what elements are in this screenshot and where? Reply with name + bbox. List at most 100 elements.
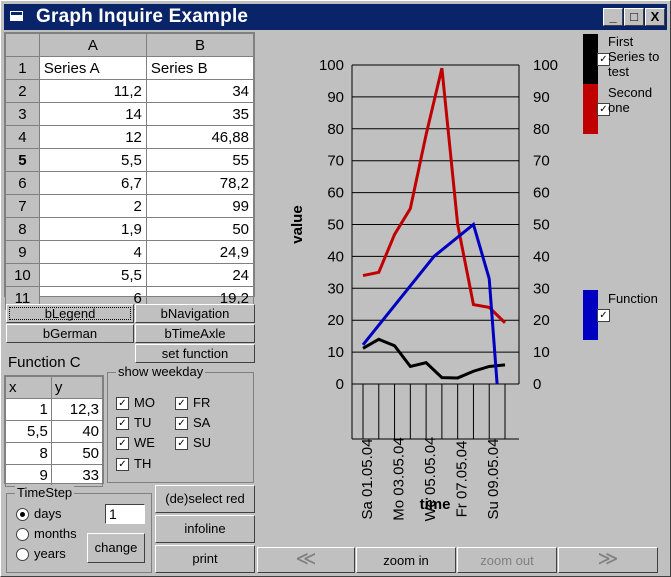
radio-days[interactable]: days [16, 506, 61, 522]
weekday-checkbox-we[interactable]: ✓ WE [116, 435, 155, 451]
radio-years[interactable]: years [16, 546, 66, 562]
blegend-button[interactable]: bLegend [6, 304, 134, 323]
row-header[interactable]: 3 [5, 102, 40, 126]
y-tick-label-right: 100 [533, 57, 558, 74]
row-header[interactable]: 7 [5, 194, 40, 218]
bnavigation-button[interactable]: bNavigation [135, 304, 255, 323]
data-grid[interactable]: A B 1 Series A Series B 2 11,2 34 3 14 35 4 12 46,8… [4, 32, 255, 310]
table-row[interactable]: 5,5 40 [5, 420, 104, 443]
table-row[interactable]: 1 12,3 [5, 398, 104, 421]
row-header[interactable]: 5 [5, 148, 40, 172]
y-tick-label-left: 40 [327, 248, 344, 265]
table-row[interactable]: 9 33 [5, 464, 104, 487]
grid-cell[interactable]: 5,5 [38, 263, 147, 287]
zoom-out-button[interactable]: zoom out [457, 547, 557, 573]
grid-cell[interactable]: 5,5 [38, 148, 147, 172]
table-row[interactable]: 8 50 [5, 442, 104, 465]
grid-cell[interactable]: 24,9 [145, 240, 255, 264]
table-row[interactable]: 7 2 99 [5, 194, 255, 218]
grid-cell[interactable]: 24 [145, 263, 255, 287]
grid-cell[interactable]: 4 [38, 240, 147, 264]
next-button[interactable]: ≫ [558, 547, 658, 573]
function-cell[interactable]: 5,5 [5, 420, 52, 443]
function-grid[interactable]: x y 1 12,3 5,5 40 8 50 9 33 [4, 375, 104, 487]
weekday-checkbox-sa[interactable]: ✓ SA [175, 415, 210, 431]
line-chart[interactable]: 0 0 10 10 20 20 30 30 40 40 50 50 60 60 70 70 80 80 90 90 10… [257, 32, 577, 542]
legend-check-series1[interactable]: ✓ [597, 51, 615, 67]
grid-cell[interactable]: 6,7 [38, 171, 147, 195]
y-tick-label-right: 50 [533, 217, 550, 234]
col-header-b[interactable]: B [145, 33, 255, 57]
row-header[interactable]: 9 [5, 240, 40, 264]
row-header[interactable]: 6 [5, 171, 40, 195]
check-icon: ✓ [116, 437, 129, 451]
function-cell[interactable]: 33 [50, 464, 104, 487]
function-cell[interactable]: 9 [5, 464, 52, 487]
maximize-button[interactable]: □ [624, 8, 644, 26]
grid-cell[interactable]: 78,2 [145, 171, 255, 195]
timestep-input[interactable]: 1 [105, 504, 145, 524]
table-row[interactable]: 2 11,2 34 [5, 79, 255, 103]
weekday-checkbox-th[interactable]: ✓ TH [116, 456, 151, 472]
minimize-button[interactable]: _ [603, 8, 623, 26]
deselect-red-button[interactable]: (de)select red [155, 485, 255, 513]
row-header[interactable]: 8 [5, 217, 40, 241]
grid-cell[interactable]: 34 [145, 79, 255, 103]
grid-cell[interactable]: 46,88 [145, 125, 255, 149]
legend-check-series2[interactable]: ✓ [597, 101, 615, 117]
row-header[interactable]: 4 [5, 125, 40, 149]
y-tick-label-left: 20 [327, 312, 344, 329]
y-tick-label-left: 90 [327, 89, 344, 106]
weekday-checkbox-mo[interactable]: ✓ MO [116, 395, 155, 411]
print-button[interactable]: print [155, 545, 255, 573]
weekday-checkbox-su[interactable]: ✓ SU [175, 435, 211, 451]
function-cell[interactable]: 1 [5, 398, 52, 421]
bgerman-button[interactable]: bGerman [6, 324, 134, 343]
row-header[interactable]: 2 [5, 79, 40, 103]
grid-cell[interactable]: Series A [38, 56, 147, 80]
function-cell[interactable]: 40 [50, 420, 104, 443]
y-tick-label-right: 20 [533, 312, 550, 329]
row-header[interactable]: 10 [5, 263, 40, 287]
function-cell[interactable]: 12,3 [50, 398, 104, 421]
table-row[interactable]: 4 12 46,88 [5, 125, 255, 149]
legend-check-function[interactable]: ✓ [597, 307, 615, 323]
grid-cell[interactable]: Series B [145, 56, 255, 80]
y-tick-label-left: 60 [327, 185, 344, 202]
weekday-checkbox-fr[interactable]: ✓ FR [175, 395, 210, 411]
grid-cell[interactable]: 14 [38, 102, 147, 126]
check-icon: ✓ [116, 397, 129, 411]
table-row[interactable]: 9 4 24,9 [5, 240, 255, 264]
legend-swatch-function [583, 290, 598, 340]
grid-cell[interactable]: 12 [38, 125, 147, 149]
set-function-button[interactable]: set function [135, 344, 255, 363]
grid-cell[interactable]: 55 [145, 148, 255, 172]
table-row[interactable]: 5 5,5 55 [5, 148, 255, 172]
row-header[interactable]: 1 [5, 56, 40, 80]
weekday-checkbox-tu[interactable]: ✓ TU [116, 415, 151, 431]
table-row[interactable]: 1 Series A Series B [5, 56, 255, 80]
grid-cell[interactable]: 2 [38, 194, 147, 218]
zoom-in-button[interactable]: zoom in [356, 547, 456, 573]
function-cell[interactable]: 50 [50, 442, 104, 465]
grid-cell[interactable]: 11,2 [38, 79, 147, 103]
table-row[interactable]: 8 1,9 50 [5, 217, 255, 241]
grid-cell[interactable]: 99 [145, 194, 255, 218]
x-tick-label: Fr 07.05.04 [454, 441, 471, 518]
grid-cell[interactable]: 1,9 [38, 217, 147, 241]
grid-cell[interactable]: 35 [145, 102, 255, 126]
col-header-a[interactable]: A [38, 33, 147, 57]
close-button[interactable]: X [645, 8, 665, 26]
table-row[interactable]: 3 14 35 [5, 102, 255, 126]
change-button[interactable]: change [87, 533, 145, 563]
radio-months[interactable]: months [16, 526, 77, 542]
title-bar[interactable]: Graph Inquire Example _ □ X [4, 4, 667, 30]
grid-cell[interactable]: 50 [145, 217, 255, 241]
table-row[interactable]: 10 5,5 24 [5, 263, 255, 287]
btimeaxle-button[interactable]: bTimeAxle [135, 324, 255, 343]
function-cell[interactable]: 8 [5, 442, 52, 465]
check-icon: ✓ [597, 103, 610, 117]
prev-button[interactable]: ≪ [257, 547, 355, 573]
table-row[interactable]: 6 6,7 78,2 [5, 171, 255, 195]
infoline-button[interactable]: infoline [155, 515, 255, 543]
